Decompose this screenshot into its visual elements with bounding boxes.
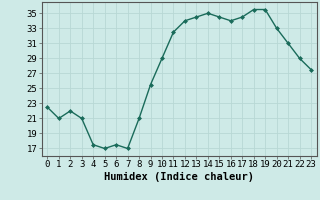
X-axis label: Humidex (Indice chaleur): Humidex (Indice chaleur) (104, 172, 254, 182)
